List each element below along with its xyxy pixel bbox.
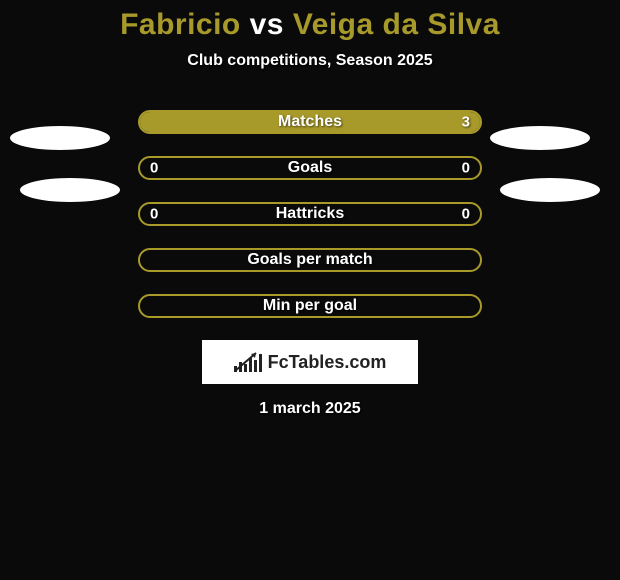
stat-label: Min per goal xyxy=(140,297,480,315)
logo-bar xyxy=(254,360,257,372)
stat-row: Matches3 xyxy=(138,110,482,134)
fctables-logo: FcTables.com xyxy=(202,340,418,384)
stat-value-right: 0 xyxy=(462,206,470,223)
logo-bar xyxy=(239,362,242,372)
page-title: Fabricio vs Veiga da Silva xyxy=(0,0,620,42)
logo-bar xyxy=(234,366,237,372)
stat-label: Hattricks xyxy=(140,205,480,223)
comparison-chart: Matches3Goals00Hattricks00Goals per matc… xyxy=(0,110,620,418)
stat-value-left: 0 xyxy=(150,206,158,223)
logo-bar xyxy=(244,364,247,372)
player-right-ellipse-1 xyxy=(490,126,590,150)
logo-bars-icon xyxy=(234,352,262,372)
title-right: Veiga da Silva xyxy=(293,8,500,41)
stat-row: Min per goal xyxy=(138,294,482,318)
player-left-ellipse-1 xyxy=(10,126,110,150)
stat-row: Hattricks0 0 xyxy=(138,202,482,226)
stat-value-left: 0 xyxy=(150,160,158,177)
stat-label: Goals xyxy=(140,159,480,177)
logo-bar xyxy=(249,358,252,372)
subtitle: Club competitions, Season 2025 xyxy=(0,52,620,70)
player-left-ellipse-2 xyxy=(20,178,120,202)
stat-label: Matches xyxy=(140,113,480,131)
title-vs: vs xyxy=(241,8,293,41)
player-right-ellipse-2 xyxy=(500,178,600,202)
logo-bar xyxy=(259,354,262,372)
title-left: Fabricio xyxy=(120,8,241,41)
stat-value-right: 3 xyxy=(462,114,470,131)
logo-text: FcTables.com xyxy=(268,352,387,373)
footer-date: 1 march 2025 xyxy=(0,400,620,418)
stat-value-right: 0 xyxy=(462,160,470,177)
stat-row: Goals per match xyxy=(138,248,482,272)
stat-row: Goals0 0 xyxy=(138,156,482,180)
stat-label: Goals per match xyxy=(140,251,480,269)
